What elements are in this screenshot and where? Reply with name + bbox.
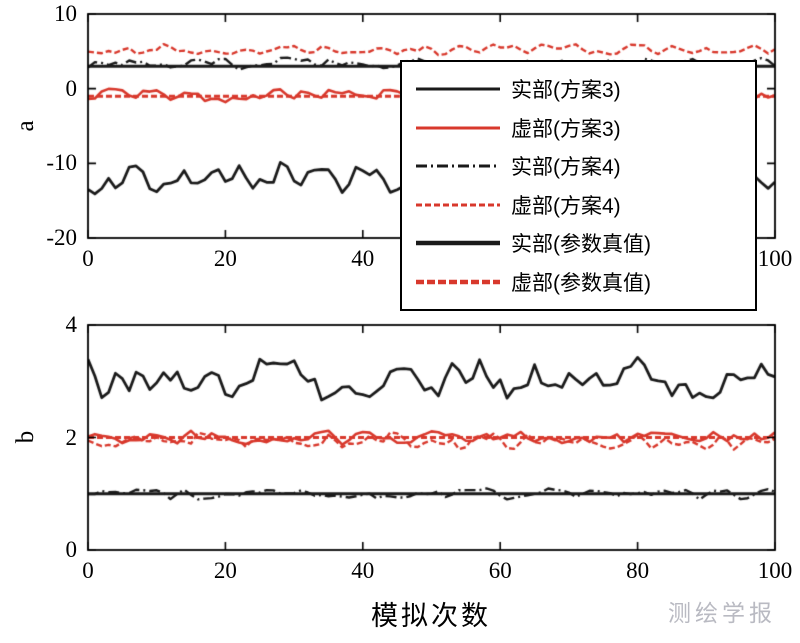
- legend-item-label: 实部(方案4): [511, 156, 621, 180]
- y-axis-label-a: a: [12, 120, 39, 132]
- legend-line-sample: [416, 87, 500, 91]
- legend-item: 实部(方案4): [416, 151, 755, 181]
- legend-item: 虚部(方案3): [416, 113, 755, 143]
- legend-item-label: 虚部(方案4): [511, 194, 621, 218]
- legend-item-label: 虚部(参数真值): [511, 271, 651, 295]
- legend-item: 实部(方案3): [416, 74, 755, 104]
- legend-item: 实部(参数真值): [416, 228, 755, 258]
- legend-line-sample: [416, 240, 500, 246]
- legend-line-sample: [416, 279, 500, 284]
- legend-line-sample: [416, 164, 500, 168]
- legend-line-sample: [416, 126, 500, 130]
- watermark-text: 测绘学报: [668, 600, 776, 626]
- legend-box: 实部(方案3) 虚部(方案3) 实部(方案4) 虚部(方案4) 实部(参数真值) 虚部(参…: [400, 60, 757, 311]
- x-axis-label: 模拟次数: [371, 601, 491, 631]
- legend-item-label: 实部(参数真值): [511, 233, 651, 257]
- legend-item: 虚部(参数真值): [416, 267, 755, 297]
- legend-line-sample: [416, 203, 500, 207]
- legend-item-label: 虚部(方案3): [511, 117, 621, 141]
- legend-item-label: 实部(方案3): [511, 79, 621, 103]
- y-axis-label-b: b: [12, 430, 39, 444]
- legend-item: 虚部(方案4): [416, 190, 755, 220]
